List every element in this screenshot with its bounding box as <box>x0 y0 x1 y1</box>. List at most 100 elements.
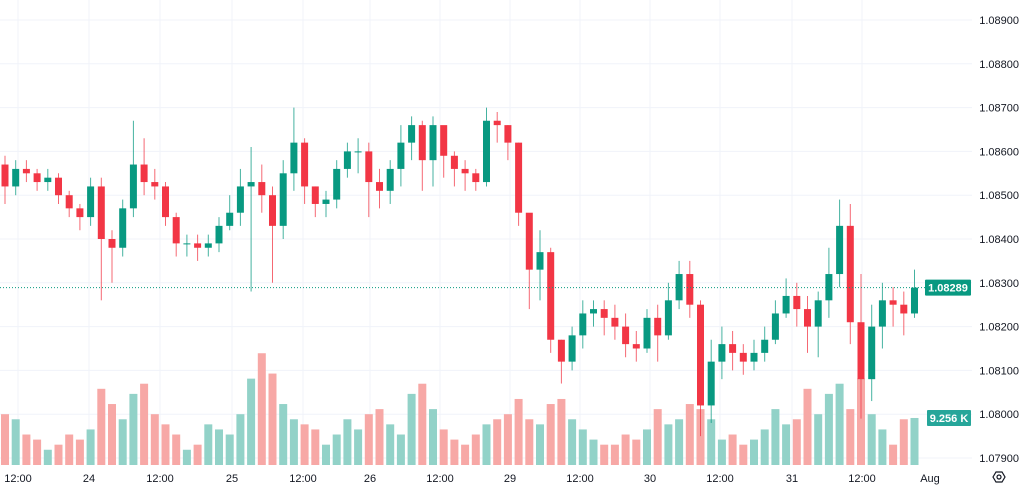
price-axis[interactable]: 1.08900 1.08800 1.08700 1.08600 1.08500 1.084… <box>979 15 1019 465</box>
price-tick-label: 1.07900 <box>979 453 1019 465</box>
candle-body <box>194 243 202 248</box>
price-tick-label: 1.08100 <box>979 365 1019 377</box>
candle-body <box>579 313 587 336</box>
candle-body <box>151 182 159 187</box>
candle-body <box>675 274 683 301</box>
candle-body <box>333 168 341 200</box>
candle-body <box>1 164 9 187</box>
volume-bar <box>140 383 149 465</box>
candle-body <box>750 352 758 362</box>
candles <box>1 107 918 437</box>
candle-body <box>686 274 694 305</box>
volume-bar <box>750 439 758 465</box>
candle-body <box>857 322 865 380</box>
volume-bar <box>75 439 84 465</box>
last-volume-label: 9.256 K <box>930 413 969 425</box>
candle-body <box>365 151 373 183</box>
candle-body <box>664 300 672 336</box>
price-tick-label: 1.08600 <box>979 146 1019 158</box>
volume-bar <box>11 419 20 465</box>
candle-body <box>440 125 448 156</box>
volume-bar <box>557 398 566 465</box>
time-axis[interactable]: 12:00 24 12:00 25 12:00 26 12:00 29 12:00 30 12:00… <box>4 473 940 485</box>
volume-bar <box>653 409 662 465</box>
price-tick-label: 1.08000 <box>979 409 1019 421</box>
volume-bar <box>867 414 876 465</box>
volume-bar <box>439 429 448 465</box>
last-price-badge: 1.08289 <box>925 279 971 296</box>
candle-body <box>301 142 309 187</box>
time-tick-label: 12:00 <box>566 473 594 485</box>
volume-bar <box>910 417 919 465</box>
candle-body <box>525 212 533 270</box>
volume-bar <box>161 424 170 465</box>
candle-body <box>44 177 52 183</box>
volume-bar <box>300 424 309 465</box>
volume-bar <box>610 444 619 465</box>
candle-body <box>450 155 458 169</box>
time-tick-label: 29 <box>504 473 516 485</box>
volume-bar <box>707 419 716 465</box>
volume-bar <box>568 419 577 465</box>
volume-bar <box>878 429 887 465</box>
volume-bar <box>835 383 844 465</box>
price-tick-label: 1.08800 <box>979 59 1019 71</box>
gear-icon[interactable] <box>992 471 1006 483</box>
volume-bar <box>97 388 106 465</box>
volume-bar <box>696 409 705 465</box>
volume-bar <box>418 383 427 465</box>
volume-bar <box>33 439 42 465</box>
candle-body <box>247 182 255 187</box>
candle-body <box>172 217 180 244</box>
volume-bar <box>108 404 116 465</box>
volume-bar <box>22 434 31 465</box>
volume-bar <box>182 449 191 465</box>
candle-body <box>354 151 362 153</box>
price-tick-label: 1.08700 <box>979 103 1019 115</box>
candle-body <box>386 168 394 191</box>
candle-body <box>65 195 73 209</box>
volume-bar <box>268 373 277 465</box>
volume-bar <box>589 439 598 465</box>
volume-bar <box>857 378 865 465</box>
candle-body <box>536 252 544 270</box>
candle-body <box>889 300 897 305</box>
volume-bar <box>129 393 138 465</box>
time-tick-label: 12:00 <box>289 473 317 485</box>
candle-body <box>33 173 41 183</box>
candle-body <box>761 339 769 353</box>
volume-bar <box>621 434 630 465</box>
candle-body <box>461 168 469 174</box>
volume-bar <box>899 419 908 465</box>
volume-bar <box>225 434 234 465</box>
time-tick-label: 24 <box>83 473 95 485</box>
candle-body <box>611 317 619 327</box>
volume-bar <box>760 429 769 465</box>
candle-body <box>290 142 298 174</box>
time-tick-label: 25 <box>226 473 238 485</box>
volume-bar <box>450 439 459 465</box>
volume-bar <box>279 404 288 465</box>
candle-body <box>654 317 662 336</box>
volume-bar <box>771 409 780 465</box>
volume-bar <box>461 444 470 465</box>
candle-body <box>547 252 555 340</box>
volume-bar <box>65 434 74 465</box>
candle-body <box>814 300 822 327</box>
candle-body <box>119 208 127 248</box>
volume-bar <box>889 444 898 465</box>
volume-bar <box>643 429 651 465</box>
time-tick-label: 12:00 <box>426 473 454 485</box>
candle-body <box>204 243 212 248</box>
volume-bar <box>375 409 384 465</box>
candle-body <box>12 168 20 187</box>
candle-body <box>376 182 383 191</box>
candle-body <box>183 243 191 245</box>
candle-body <box>707 361 715 406</box>
volume-bar <box>396 434 405 465</box>
volume-bar <box>1 414 9 465</box>
volume-bar <box>118 419 127 465</box>
volume-bar <box>322 444 330 465</box>
time-tick-label: Aug <box>920 473 940 485</box>
